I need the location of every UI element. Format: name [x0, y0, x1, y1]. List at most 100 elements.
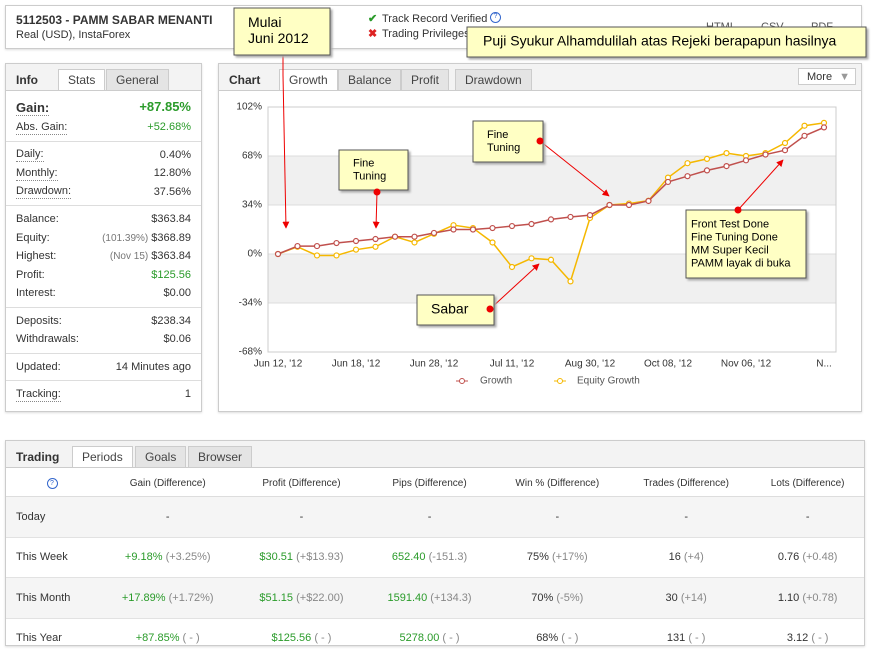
callout-text: Front Test Done — [691, 218, 769, 230]
point — [684, 160, 691, 167]
tab[interactable]: Periods — [72, 446, 133, 467]
tab[interactable]: Growth — [279, 69, 338, 90]
point — [625, 201, 633, 209]
info-value: 1 — [184, 388, 191, 400]
point — [352, 237, 360, 245]
callout-text: MM Super Kecil — [691, 244, 769, 256]
tab[interactable]: General — [106, 69, 169, 90]
callout-dot — [734, 206, 742, 214]
callout-text: PAMM layak di buka — [691, 257, 791, 269]
point — [333, 239, 340, 247]
info-row: Withdrawals: $0.06 — [16, 330, 191, 349]
tab[interactable]: Balance — [338, 69, 402, 90]
info-value: $363.84 — [151, 213, 191, 225]
tab[interactable]: Goals — [135, 446, 187, 467]
help-icon[interactable]: ? — [490, 12, 501, 23]
info-group: Updated: 14 Minutes ago — [6, 354, 201, 381]
info-value-wrap: $363.84 — [151, 210, 191, 229]
cell-main: 131 — [666, 632, 686, 645]
callout-text: Fine — [353, 157, 374, 169]
info-value-wrap: +87.85% — [139, 98, 191, 118]
info-value: 12.80% — [153, 167, 191, 179]
point — [313, 252, 321, 259]
cell-diff: (+4) — [683, 551, 704, 564]
tab[interactable]: Stats — [58, 69, 106, 90]
callout-text: Sabar — [431, 301, 469, 317]
point — [801, 122, 808, 129]
callout-text: Tuning — [353, 170, 386, 182]
table-cell: +87.85% ( - ) — [98, 617, 238, 658]
tab[interactable]: Browser — [188, 446, 253, 467]
callout-dot — [486, 305, 494, 313]
table-cell: - — [98, 496, 238, 537]
y-tick-label: 0% — [248, 249, 263, 260]
info-value-wrap: 0.40% — [160, 146, 191, 165]
info-value-wrap: 14 Minutes ago — [116, 358, 191, 377]
point — [489, 239, 496, 246]
table-row: This Year +87.85% ( - ) $125.56 ( - ) 5278.… — [6, 617, 864, 658]
periods-table: ? Gain (Difference) Profit (Difference) Pip… — [6, 470, 864, 658]
cell-main: 70% — [531, 591, 554, 604]
point — [684, 173, 691, 180]
cell-main: 75% — [526, 551, 549, 564]
table-cell: +9.18% (+3.25%) — [98, 536, 238, 578]
more-button[interactable]: More ▼ — [798, 68, 856, 85]
info-value: 0.40% — [159, 148, 191, 161]
info-value: $0.00 — [163, 287, 191, 299]
panel-label: Trading — [16, 450, 60, 464]
info-note: (101.39%) — [102, 232, 149, 244]
info-value: $0.06 — [163, 333, 191, 345]
point — [567, 213, 574, 221]
point — [781, 147, 789, 154]
table-cell: 16 (+4) — [621, 536, 752, 578]
info-value: +87.85% — [139, 99, 191, 114]
callout-box — [685, 209, 807, 279]
cell-diff: (+$22.00) — [296, 591, 344, 604]
info-group: Tracking: 1 — [6, 381, 201, 408]
tab[interactable]: Drawdown — [455, 69, 532, 90]
arrow — [539, 140, 610, 197]
cell-main: - — [805, 510, 810, 523]
info-note: (Nov 15) — [109, 251, 149, 262]
cell-diff: (+14) — [680, 591, 707, 604]
table-cell: - — [493, 496, 622, 537]
tab[interactable]: Profit — [401, 69, 450, 90]
cell-main: $30.51 — [259, 551, 294, 564]
legend-marker — [459, 378, 465, 384]
row-label: Today — [6, 496, 98, 537]
info-row: Daily: 0.40% — [16, 146, 191, 165]
cell-main: 68% — [536, 632, 559, 645]
table-cell: 1.10 (+0.78) — [751, 577, 864, 618]
table-wrap: ? Gain (Difference) Profit (Difference) Pip… — [6, 470, 864, 658]
point — [547, 256, 555, 263]
info-value: 14 Minutes ago — [115, 360, 191, 373]
check-icon: ✔ — [368, 13, 378, 25]
point — [567, 278, 574, 285]
trading-panel: Trading Periods Goals Browser ? Gain (Diffe… — [5, 440, 865, 658]
cell-main: 1.10 — [777, 591, 800, 604]
info-value-wrap: $125.56 — [151, 266, 191, 285]
callout-dot — [536, 137, 544, 145]
info-row: Equity: (101.39%) $368.89 — [16, 229, 191, 248]
cell-main: 652.40 — [391, 551, 426, 564]
point — [411, 233, 418, 240]
info-label: Daily: — [16, 148, 44, 163]
cell-main: - — [427, 510, 432, 523]
cell-main: - — [684, 510, 689, 523]
x-tick-label: N... — [816, 359, 832, 370]
cell-diff: ( - ) — [442, 632, 460, 645]
help-icon[interactable]: ? — [46, 478, 58, 489]
info-label: Profit: — [16, 268, 45, 281]
point — [411, 239, 418, 246]
point — [664, 178, 672, 186]
cell-main: - — [299, 510, 304, 523]
info-label: Equity: — [16, 231, 50, 244]
point — [528, 255, 535, 262]
table-cell: 0.76 (+0.48) — [751, 536, 864, 578]
info-group: Daily: 0.40% Monthly: 12.80% Drawdown: 37.56% — [6, 142, 201, 206]
table-cell: - — [621, 496, 752, 537]
point — [586, 211, 594, 219]
cell-diff: (+17%) — [551, 551, 588, 564]
table-row: This Month +17.89% (+1.72%) $51.15 (+$22.0… — [6, 577, 864, 618]
point — [450, 226, 457, 233]
